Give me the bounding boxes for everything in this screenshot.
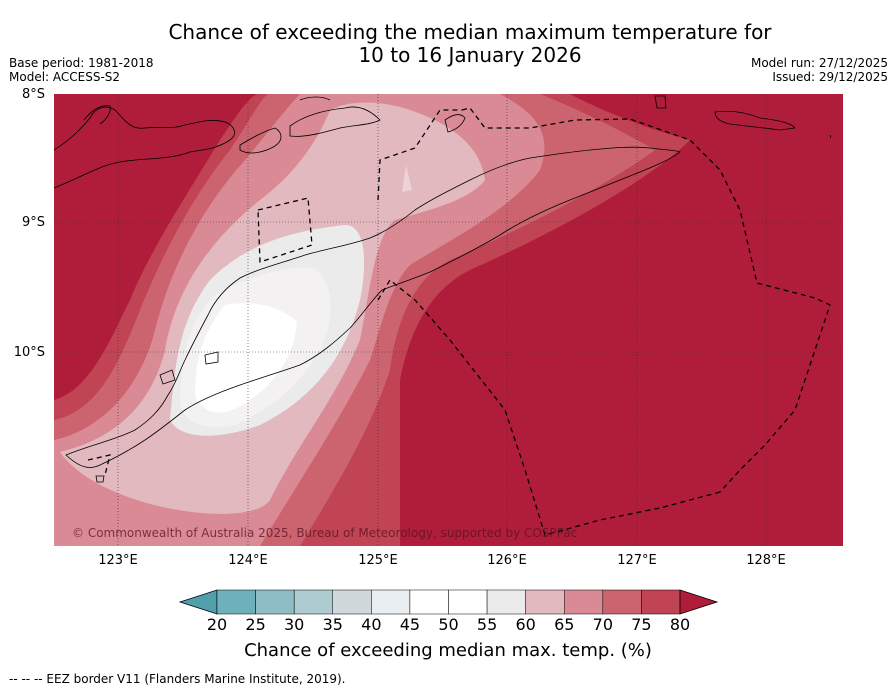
lon-label-123e: 123°E (98, 553, 138, 568)
colorbar-segment (293, 589, 333, 615)
model-name: Model: ACCESS-S2 (9, 70, 121, 84)
lon-label-127e: 127°E (617, 553, 657, 568)
colorbar-tick-label: 50 (438, 615, 459, 634)
colorbar-tick-label: 30 (283, 615, 305, 634)
eez-borders (87, 107, 831, 536)
colorbar-segment (602, 589, 642, 615)
colorbar-tick-label: 80 (669, 615, 691, 634)
colorbar-segment (409, 589, 449, 615)
eez-footnote: -- -- -- EEZ border V11 (Flanders Marine… (9, 672, 346, 686)
model-run: Model run: 27/12/2025 (750, 56, 888, 70)
colorbar-tick-label: 75 (631, 615, 652, 634)
map-title-line1: Chance of exceeding the median maximum t… (168, 20, 772, 44)
base-period: Base period: 1981-2018 (9, 56, 154, 70)
colorbar-segment (216, 589, 256, 615)
lat-label-8s: 8°S (21, 87, 45, 102)
lon-label-126e: 126°E (487, 553, 527, 568)
lon-label-125e: 125°E (358, 553, 398, 568)
colorbar-segment (525, 589, 565, 615)
colorbar-segment (332, 589, 372, 615)
gridlines (54, 94, 843, 546)
map-title-line2: 10 to 16 January 2026 (358, 43, 582, 67)
colorbar-tick-label: 40 (361, 615, 382, 634)
colorbar-label: Chance of exceeding median max. temp. (%… (244, 640, 652, 661)
colorbar-tick-label: 70 (592, 615, 614, 634)
colorbar-segment (564, 589, 604, 615)
probability-band-45-50 (195, 303, 297, 413)
lat-label-10s: 10°S (13, 345, 45, 360)
colorbar-segment (486, 589, 526, 615)
lat-label-9s: 9°S (21, 215, 45, 230)
colorbar-tick-label: 20 (206, 615, 228, 634)
colorbar (178, 589, 719, 615)
colorbar-segment (255, 589, 295, 615)
lon-label-128e: 128°E (746, 553, 786, 568)
colorbar-extend-low (178, 589, 218, 615)
colorbar-extend-high (679, 589, 719, 615)
issued-date: Issued: 29/12/2025 (772, 70, 888, 84)
lon-label-124e: 124°E (228, 553, 268, 568)
colorbar-tick-label: 45 (399, 615, 421, 634)
small-patch (402, 165, 412, 192)
colorbar-tick-label: 65 (554, 615, 575, 634)
colorbar-tick-label: 25 (245, 615, 266, 634)
coastlines (54, 95, 832, 483)
colorbar-tick-label: 35 (322, 615, 343, 634)
colorbar-segment (448, 589, 488, 615)
colorbar-tick-label: 60 (515, 615, 536, 634)
copyright-notice: © Commonwealth of Australia 2025, Bureau… (72, 526, 578, 540)
colorbar-tick-label: 55 (476, 615, 498, 634)
colorbar-segment (371, 589, 411, 615)
colorbar-segment (641, 589, 681, 615)
